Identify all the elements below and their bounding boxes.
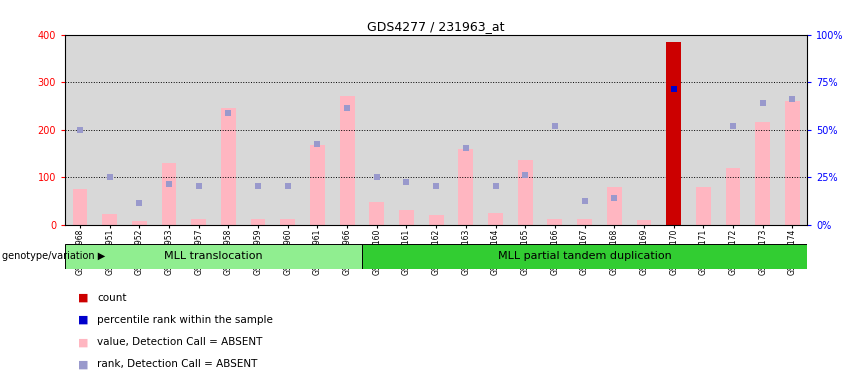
Bar [95,35,124,225]
Bar [718,35,748,225]
Bar [243,35,273,225]
Bar [629,35,659,225]
Bar [191,219,206,225]
Text: MLL translocation: MLL translocation [164,251,263,262]
Bar [548,219,562,225]
Bar [600,35,629,225]
Bar [332,35,362,225]
Bar [303,35,332,225]
Bar [399,210,414,225]
Text: ■: ■ [78,359,89,369]
Bar [362,35,391,225]
Bar [569,35,600,225]
Text: rank, Detection Call = ABSENT: rank, Detection Call = ABSENT [97,359,258,369]
Text: MLL partial tandem duplication: MLL partial tandem duplication [497,251,672,262]
Bar [65,35,95,225]
Bar [155,35,184,225]
Bar [785,101,799,225]
Bar [429,215,444,225]
Bar [421,35,451,225]
Bar [184,35,214,225]
Bar [518,161,533,225]
Bar [481,35,510,225]
Bar [370,202,385,225]
Bar [659,35,688,225]
Bar [748,35,778,225]
Text: ■: ■ [78,315,89,325]
Bar [451,35,481,225]
Bar [339,96,354,225]
Bar [273,35,303,225]
Bar [755,122,770,225]
Bar [540,35,569,225]
Bar [214,35,243,225]
Bar [667,42,681,225]
Bar [696,187,711,225]
Text: percentile rank within the sample: percentile rank within the sample [97,315,273,325]
Bar [161,163,176,225]
Text: ■: ■ [78,293,89,303]
Title: GDS4277 / 231963_at: GDS4277 / 231963_at [367,20,505,33]
Bar [310,145,325,225]
Bar [280,219,295,225]
Bar [577,219,592,225]
Bar [458,149,473,225]
Text: genotype/variation ▶: genotype/variation ▶ [2,251,105,261]
Bar [510,35,540,225]
Text: count: count [97,293,127,303]
Bar [102,214,117,225]
Bar [132,221,147,225]
Bar [488,213,503,225]
FancyBboxPatch shape [362,244,807,269]
Bar [391,35,421,225]
FancyBboxPatch shape [65,244,362,269]
Bar [124,35,155,225]
Bar [73,189,88,225]
Text: ■: ■ [78,337,89,347]
Bar [778,35,807,225]
Bar [636,220,651,225]
Bar [607,187,621,225]
Bar [221,108,236,225]
Bar [251,219,266,225]
Bar [726,168,740,225]
Text: value, Detection Call = ABSENT: value, Detection Call = ABSENT [97,337,263,347]
Bar [688,35,718,225]
